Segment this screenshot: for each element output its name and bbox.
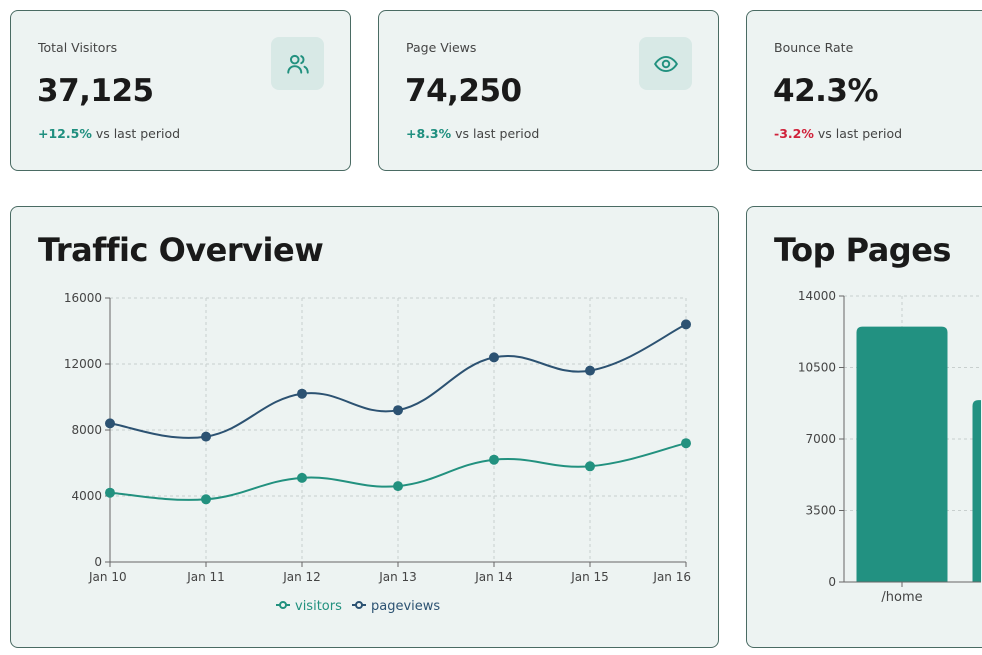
top-pages-card: Top Pages xyxy=(746,206,982,648)
top-pages-title: Top Pages xyxy=(774,231,951,269)
stat-label: Total Visitors xyxy=(38,40,118,55)
traffic-title: Traffic Overview xyxy=(38,231,324,269)
stat-change: +8.3% vs last period xyxy=(406,126,539,141)
change-suffix: vs last period xyxy=(95,126,181,141)
change-percent: +8.3% xyxy=(406,126,452,141)
eye-icon xyxy=(639,37,692,90)
stat-value: 37,125 xyxy=(37,73,154,109)
stat-label: Page Views xyxy=(406,40,477,55)
stat-label: Bounce Rate xyxy=(774,40,854,55)
stat-card-bounce-rate: Bounce Rate 42.3% -3.2% vs last period xyxy=(746,10,982,171)
users-icon xyxy=(271,37,324,90)
stat-value: 74,250 xyxy=(405,73,522,109)
change-suffix: vs last period xyxy=(817,126,903,141)
change-suffix: vs last period xyxy=(455,126,540,141)
stat-card-total-visitors: Total Visitors 37,125 +12.5% vs last per… xyxy=(10,10,351,171)
change-percent: +12.5% xyxy=(38,126,92,141)
stat-value: 42.3% xyxy=(773,73,879,109)
stat-change: -3.2% vs last period xyxy=(774,126,902,141)
stat-change: +12.5% vs last period xyxy=(38,126,180,141)
traffic-overview-card: Traffic Overview xyxy=(10,206,719,648)
stat-card-page-views: Page Views 74,250 +8.3% vs last period xyxy=(378,10,719,171)
change-percent: -3.2% xyxy=(774,126,814,141)
